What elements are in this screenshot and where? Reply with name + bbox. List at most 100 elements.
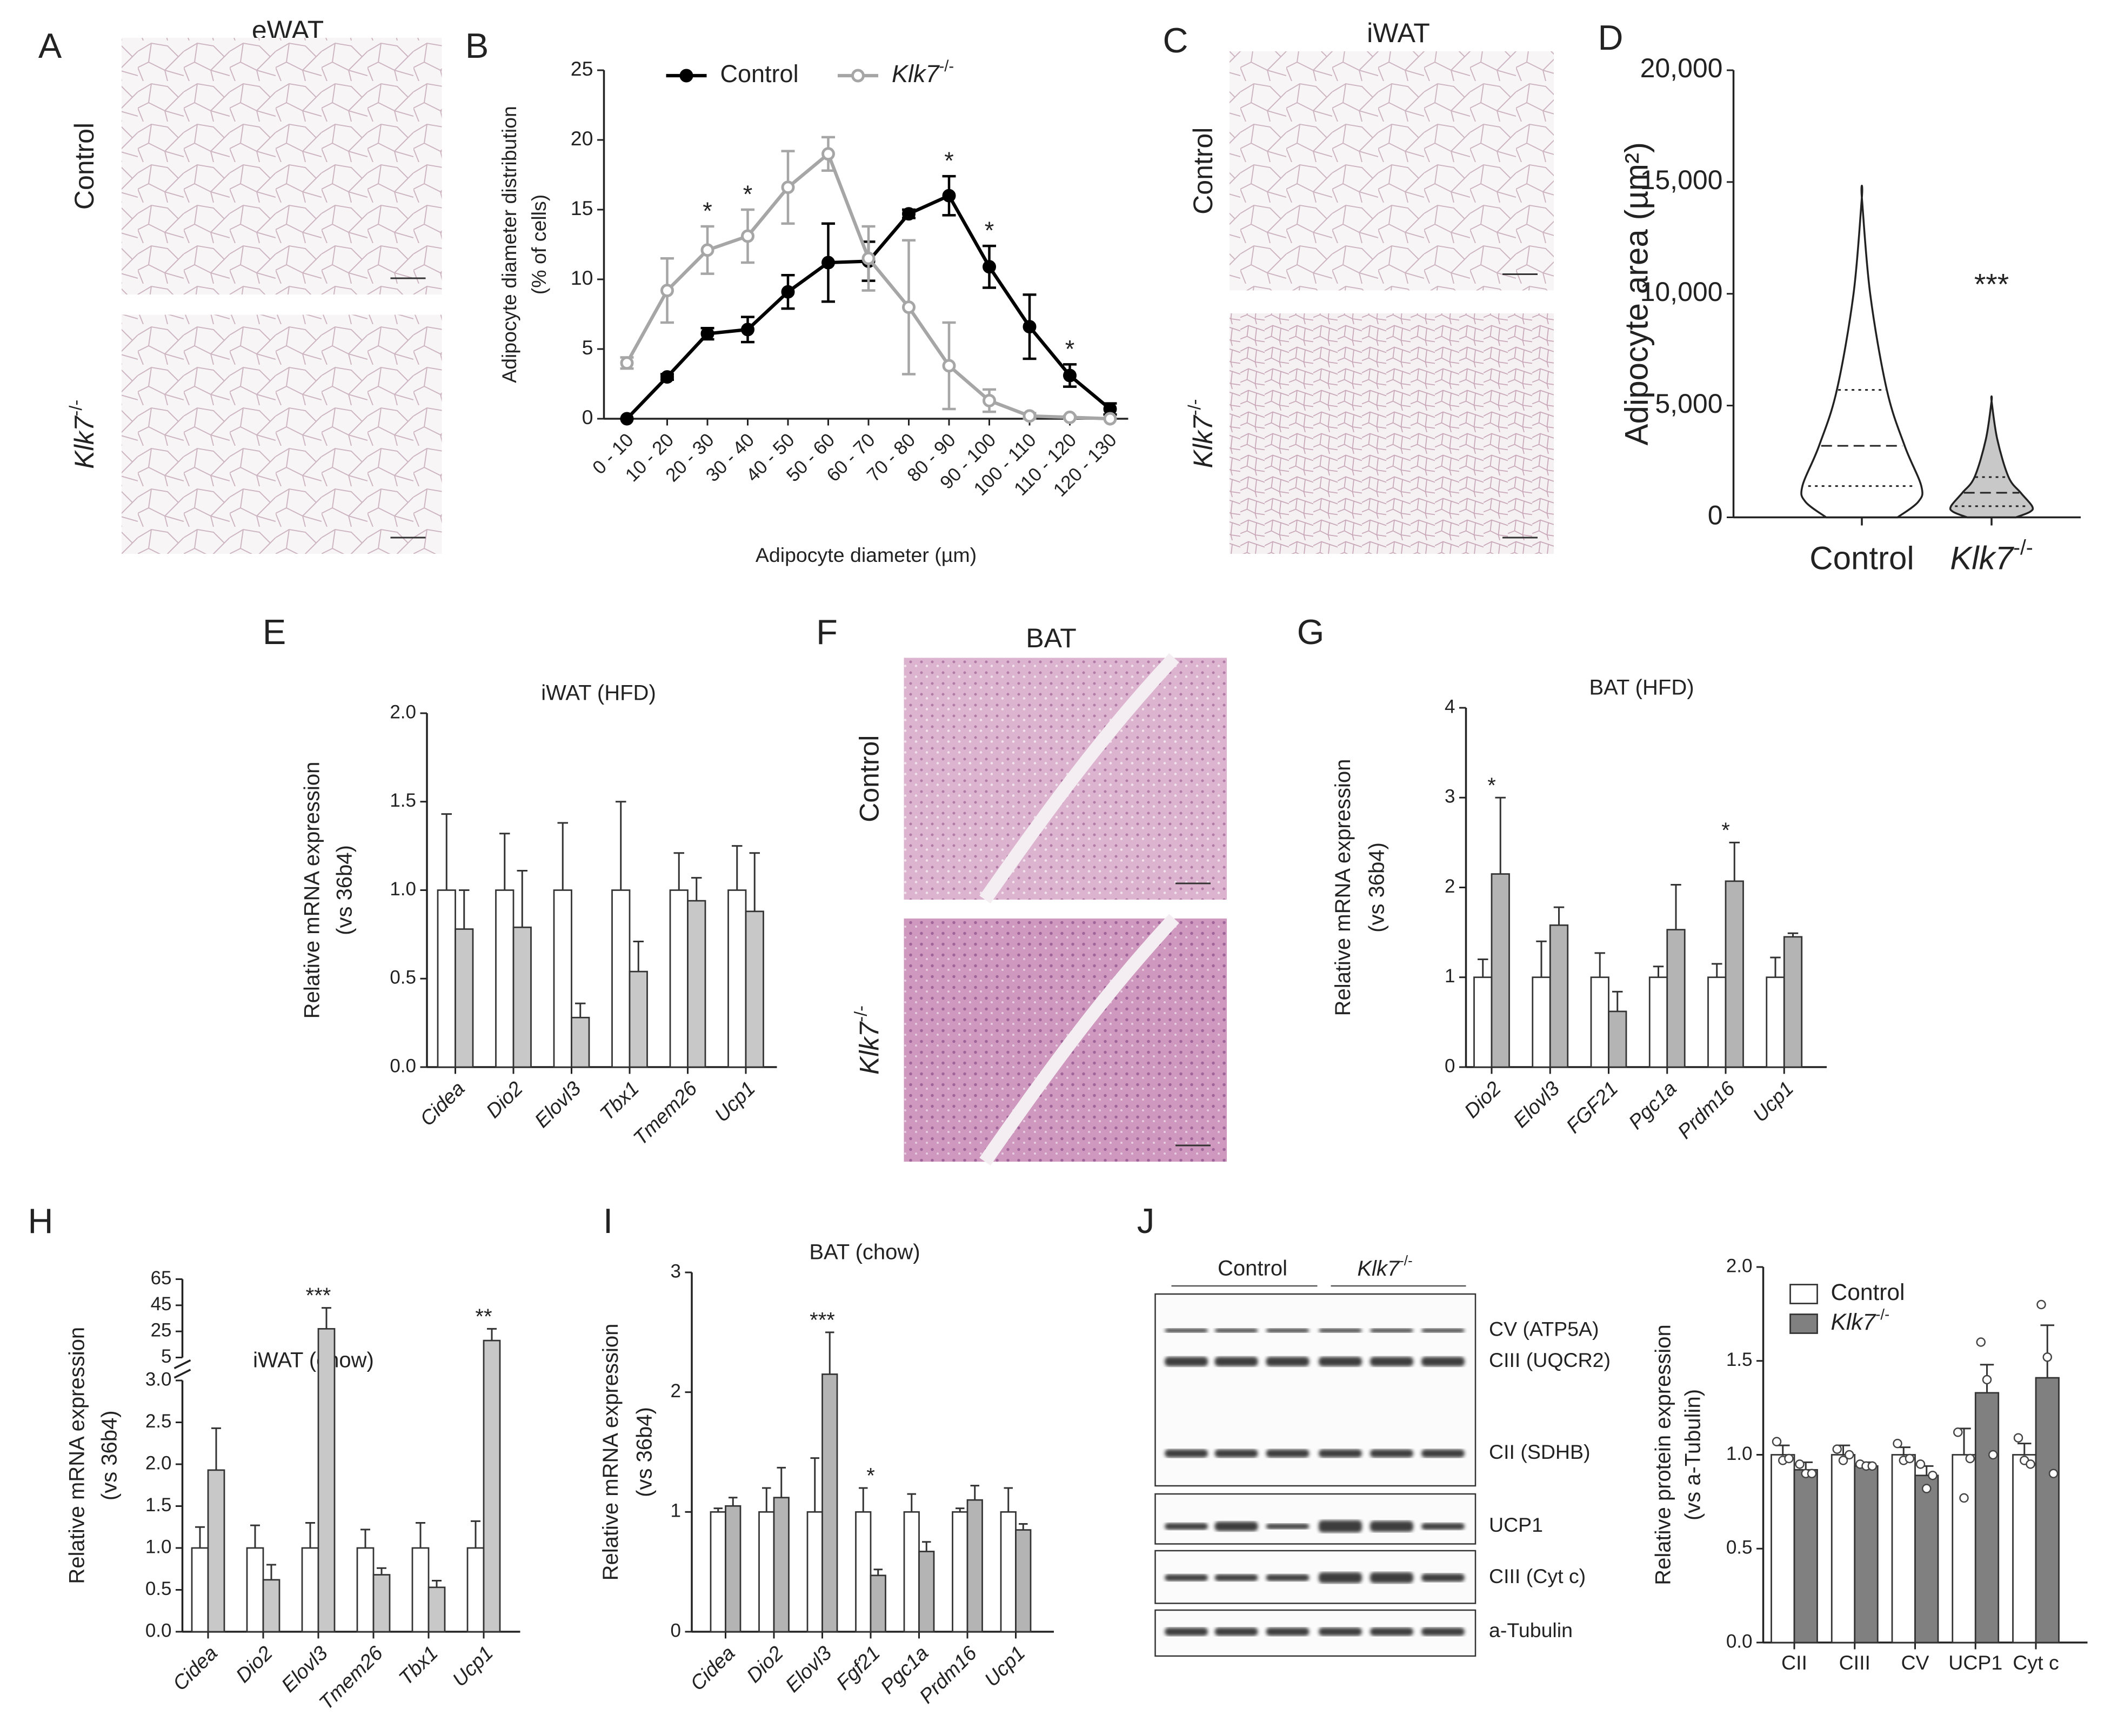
y-tick-label: 0.5 [390, 967, 416, 988]
annotation: * [743, 180, 753, 208]
bar [495, 889, 515, 1068]
text-part: -/- [66, 400, 85, 417]
error-bar [211, 1427, 221, 1470]
band [1421, 1357, 1465, 1366]
band [1319, 1520, 1362, 1533]
legend-label: Klk7-/- [892, 58, 954, 88]
marker [620, 356, 634, 370]
tissue-gap [979, 653, 1179, 904]
y-axis-label: (vs 36b4) [333, 845, 357, 935]
error-bar [2040, 1324, 2054, 1378]
band-label: CIII (Cyt c) [1489, 1565, 1586, 1587]
error-bar [970, 1485, 979, 1500]
chart-title: iWAT (HFD) [541, 681, 656, 705]
x-tick-label: Control [1809, 540, 1914, 576]
data-point [1867, 1461, 1877, 1471]
chart-title: iWAT (chow) [253, 1349, 374, 1372]
x-tick-label: CIII [1839, 1651, 1870, 1674]
axis-break [173, 1359, 191, 1379]
bar [629, 970, 648, 1068]
band [1214, 1521, 1258, 1531]
bar [870, 1574, 886, 1633]
micrograph [1230, 51, 1554, 291]
error-bar [441, 813, 452, 890]
bar [1783, 936, 1803, 1068]
error-bar [1004, 1487, 1013, 1512]
text-part: -/- [939, 58, 954, 75]
data-point [1976, 1337, 1986, 1347]
data-point [1965, 1453, 1975, 1464]
y-tick-label: 5,000 [1655, 388, 1722, 419]
band [1266, 1627, 1310, 1636]
band [1421, 1573, 1465, 1582]
bar [356, 1547, 375, 1633]
bar [437, 889, 456, 1068]
band [1214, 1449, 1258, 1458]
panel-letter: A [38, 26, 62, 65]
y-tick-label: 2 [1445, 876, 1455, 897]
annotation: *** [306, 1284, 331, 1308]
bar [669, 889, 689, 1068]
y-axis-label: Adipocyte diameter distribution [498, 106, 520, 383]
y-axis-label: Relative mRNA expression [300, 762, 324, 1019]
marker [983, 260, 997, 274]
bar [1532, 976, 1551, 1068]
row-label: Control [854, 735, 885, 822]
y-tick-label: 10,000 [1640, 277, 1723, 307]
violin [1949, 395, 2034, 519]
bar [855, 1511, 872, 1633]
row-label: Control [69, 123, 99, 210]
row-label: Klk7-/- [851, 1006, 885, 1075]
bar [1891, 1454, 1916, 1644]
band [1370, 1357, 1413, 1366]
annotation: ** [475, 1305, 492, 1329]
text-part: Klk7 [854, 1021, 885, 1075]
y-axis-label: (vs 36b4) [633, 1407, 657, 1497]
bar [466, 1547, 485, 1633]
data-point [2026, 1459, 2035, 1469]
bar [372, 1574, 391, 1633]
y-axis-label: Relative mRNA expression [65, 1327, 89, 1584]
error-bar [195, 1526, 205, 1549]
bar [952, 1511, 968, 1633]
bar [191, 1547, 209, 1633]
y-tick-label: 2.5 [145, 1411, 172, 1432]
error-bar [376, 1567, 386, 1575]
y-tick-label: 3 [1445, 786, 1455, 807]
bar [687, 900, 706, 1068]
error-bar [1477, 959, 1488, 977]
bar [2012, 1454, 2037, 1644]
y-tick-label: 65 [151, 1268, 172, 1289]
error-bar [470, 1520, 480, 1549]
text-part: Klk7 [1831, 1310, 1876, 1335]
panel-letter: J [1137, 1201, 1155, 1241]
band-label: CII (SDHB) [1489, 1440, 1591, 1463]
annotation: *** [1974, 267, 2009, 300]
error-bar [825, 1331, 834, 1375]
band [1266, 1574, 1310, 1581]
bar [918, 1551, 935, 1633]
data-point [1915, 1459, 1926, 1469]
x-axis-label: Adipocyte diameter (µm) [756, 544, 977, 566]
bar [725, 1505, 741, 1633]
band [1421, 1449, 1465, 1458]
bar [1974, 1392, 2000, 1644]
bar [427, 1586, 446, 1633]
y-tick-label: 0.0 [390, 1055, 416, 1076]
bar [1771, 1454, 1795, 1644]
legend-marker [851, 69, 865, 83]
bar [317, 1328, 336, 1633]
data-point [1953, 1427, 1963, 1437]
x-tick-label: Cyt c [2013, 1651, 2059, 1674]
bar [758, 1511, 775, 1633]
marker [942, 359, 956, 373]
band-label: CV (ATP5A) [1489, 1317, 1599, 1340]
bar [483, 1339, 501, 1633]
y-tick-label: 1.0 [1726, 1443, 1753, 1464]
band-label: UCP1 [1489, 1513, 1543, 1536]
marker [861, 251, 876, 265]
marker [700, 327, 714, 341]
y-tick-label: 20 [571, 127, 593, 150]
error-bar [486, 1328, 497, 1341]
marker [660, 284, 674, 298]
